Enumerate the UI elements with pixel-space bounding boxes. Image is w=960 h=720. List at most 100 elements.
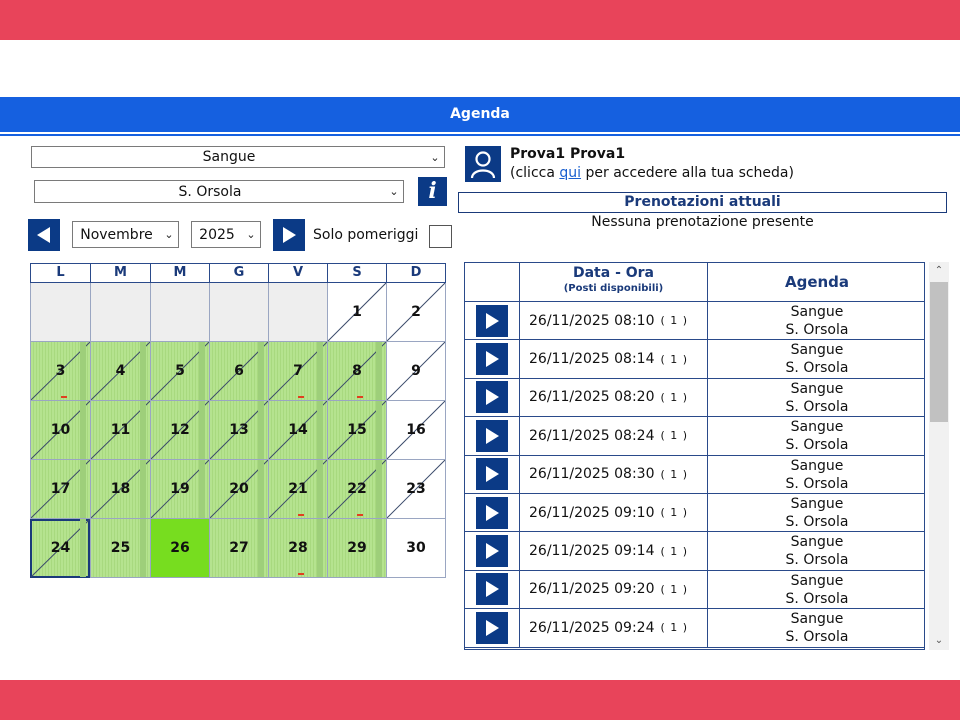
solo-pomeriggi-checkbox[interactable] xyxy=(429,225,452,248)
calendar-day[interactable]: 14 xyxy=(268,401,327,460)
calendar-day[interactable]: 4 xyxy=(90,342,150,401)
calendar-day[interactable]: 22 xyxy=(327,460,386,519)
select-slot-button[interactable] xyxy=(476,343,508,376)
calendar-day-number: 22 xyxy=(347,481,367,497)
slot-datetime-cell: 26/11/2025 09:14 ( 1 ) xyxy=(520,532,708,570)
calendar-day[interactable]: 8 xyxy=(327,342,386,401)
table-row: 26/11/2025 08:14 ( 1 ) Sangue S. Orsola xyxy=(465,340,924,379)
slot-agenda-name: Sangue xyxy=(790,611,844,628)
play-icon xyxy=(486,466,499,483)
top-brand-band xyxy=(0,0,960,40)
next-month-button[interactable] xyxy=(273,219,305,251)
prev-month-button[interactable] xyxy=(28,219,60,251)
slot-agenda-cell: Sangue S. Orsola xyxy=(708,302,924,339)
slot-agenda-cell: Sangue S. Orsola xyxy=(708,456,924,493)
play-icon xyxy=(486,619,499,636)
calendar-day[interactable]: 24 xyxy=(30,519,90,578)
calendar-day[interactable]: 11 xyxy=(90,401,150,460)
slot-datetime: 26/11/2025 09:24 xyxy=(529,619,655,636)
calendar-day[interactable]: 6 xyxy=(209,342,268,401)
select-slot-button[interactable] xyxy=(476,381,508,414)
profile-link[interactable]: qui xyxy=(559,165,582,181)
calendar-day-number: 17 xyxy=(50,481,71,497)
service-select[interactable]: Sangue ⌄ xyxy=(31,146,445,168)
calendar-day[interactable]: 18 xyxy=(90,460,150,519)
select-slot-button[interactable] xyxy=(476,573,508,606)
calendar-day-marker xyxy=(298,573,304,575)
slot-agenda-location: S. Orsola xyxy=(785,513,849,530)
slot-agenda-name: Sangue xyxy=(790,380,844,397)
calendar-day[interactable]: 5 xyxy=(150,342,209,401)
slots-header-date: Data - Ora (Posti disponibili) xyxy=(520,263,708,302)
calendar-day[interactable]: 13 xyxy=(209,401,268,460)
calendar-day-number: 16 xyxy=(406,422,426,438)
calendar-day[interactable]: 10 xyxy=(30,401,90,460)
weekday-label: M xyxy=(90,263,150,283)
slot-agenda-cell: Sangue S. Orsola xyxy=(708,571,924,608)
select-slot-button[interactable] xyxy=(476,419,508,452)
calendar-day: 1 xyxy=(327,283,386,342)
play-icon xyxy=(486,543,499,560)
calendar-day[interactable]: 15 xyxy=(327,401,386,460)
table-row: 26/11/2025 09:20 ( 1 ) Sangue S. Orsola xyxy=(465,570,924,610)
chevron-down-icon: ⌄ xyxy=(430,150,440,164)
slot-datetime-cell: 26/11/2025 08:30 ( 1 ) xyxy=(520,455,708,493)
slots-table: Data - Ora (Posti disponibili) Agenda 26… xyxy=(464,262,925,650)
calendar-day[interactable]: 27 xyxy=(209,519,268,578)
year-select[interactable]: 2025 ⌄ xyxy=(191,221,261,248)
bottom-brand-band xyxy=(0,680,960,720)
select-slot-button[interactable] xyxy=(476,535,508,568)
slot-agenda-name: Sangue xyxy=(790,304,844,320)
play-icon xyxy=(486,504,499,521)
unavailable-strike xyxy=(387,283,445,341)
calendar-day[interactable]: 29 xyxy=(327,519,386,578)
calendar-day-number: 14 xyxy=(288,422,308,438)
calendar-grid: 1 2 3 4 5 6 7 8 9 10 11 12 13 14 15 16 17 18 19 20 21 22 23 24 2… xyxy=(30,283,448,578)
slot-available-count: ( 1 ) xyxy=(660,621,689,635)
select-slot-button[interactable] xyxy=(476,304,508,337)
info-icon[interactable]: i xyxy=(418,177,447,206)
slot-datetime: 26/11/2025 08:24 xyxy=(529,427,655,444)
slot-datetime-cell: 26/11/2025 08:24 ( 1 ) xyxy=(520,417,708,455)
slot-go-cell xyxy=(465,302,520,340)
slot-go-cell xyxy=(465,455,520,493)
slot-available-count: ( 1 ) xyxy=(660,506,689,520)
scroll-down-icon[interactable]: ⌄ xyxy=(934,635,944,646)
calendar-day[interactable]: 25 xyxy=(90,519,150,578)
calendar-day[interactable]: 17 xyxy=(30,460,90,519)
calendar-day[interactable]: 28 xyxy=(268,519,327,578)
scroll-up-icon[interactable]: ⌃ xyxy=(934,265,944,276)
select-slot-button[interactable] xyxy=(476,458,508,491)
slots-scrollbar-thumb[interactable] xyxy=(930,282,948,422)
calendar-day[interactable]: 12 xyxy=(150,401,209,460)
table-row: 26/11/2025 09:14 ( 1 ) Sangue S. Orsola xyxy=(465,532,924,571)
calendar-day-marker xyxy=(298,396,304,398)
slot-go-cell xyxy=(465,532,520,570)
calendar-day[interactable]: 7 xyxy=(268,342,327,401)
calendar-day[interactable]: 26 xyxy=(150,519,209,578)
slot-agenda-location: S. Orsola xyxy=(785,437,849,454)
month-select[interactable]: Novembre ⌄ xyxy=(72,221,179,248)
slot-agenda-cell: Sangue S. Orsola xyxy=(708,494,924,531)
select-slot-button[interactable] xyxy=(476,611,508,644)
table-row: 26/11/2025 08:24 ( 1 ) Sangue S. Orsola xyxy=(465,417,924,456)
calendar-day[interactable]: 20 xyxy=(209,460,268,519)
slots-table-header: Data - Ora (Posti disponibili) Agenda xyxy=(465,263,924,302)
slot-agenda-cell: Sangue S. Orsola xyxy=(708,417,924,454)
header-divider xyxy=(0,134,960,136)
select-slot-button[interactable] xyxy=(476,496,508,529)
calendar-day-number: 25 xyxy=(110,540,131,556)
slot-available-count: ( 1 ) xyxy=(660,390,689,404)
page-title: Agenda xyxy=(0,97,960,132)
slot-agenda-name: Sangue xyxy=(790,457,844,474)
calendar-day[interactable]: 3 xyxy=(30,342,90,401)
calendar-day[interactable]: 19 xyxy=(150,460,209,519)
location-select[interactable]: S. Orsola ⌄ xyxy=(34,180,404,203)
calendar-day[interactable]: 21 xyxy=(268,460,327,519)
slot-agenda-location: S. Orsola xyxy=(785,629,849,646)
location-select-value: S. Orsola xyxy=(178,183,242,200)
calendar-empty-cell xyxy=(209,283,268,342)
slot-datetime-cell: 26/11/2025 08:20 ( 1 ) xyxy=(520,378,708,417)
slot-datetime-cell: 26/11/2025 09:10 ( 1 ) xyxy=(520,493,708,532)
